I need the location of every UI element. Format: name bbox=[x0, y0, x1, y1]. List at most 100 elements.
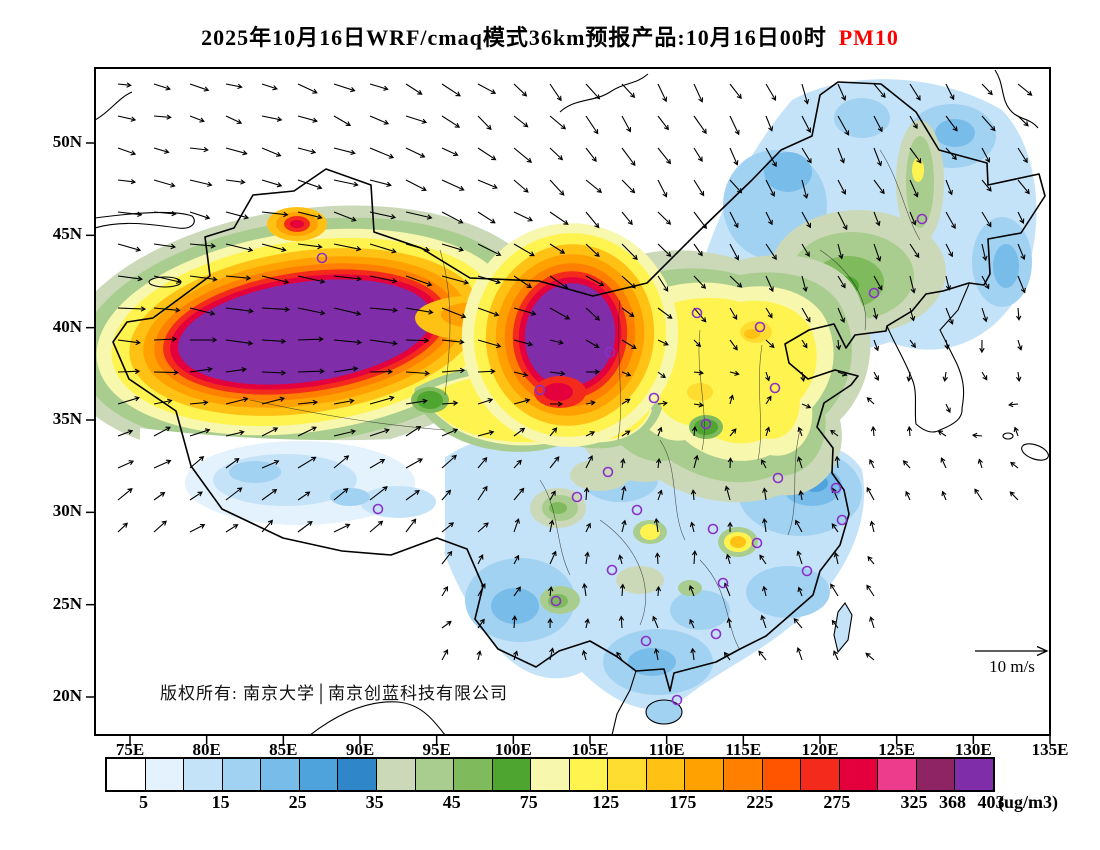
colorbar-tick-label: 225 bbox=[746, 792, 774, 812]
station-marker bbox=[772, 472, 784, 484]
station-marker bbox=[916, 213, 928, 225]
x-tick-label: 100E bbox=[494, 740, 532, 759]
station-marker bbox=[606, 564, 618, 576]
x-tick-label: 105E bbox=[571, 740, 609, 759]
station-markers bbox=[316, 213, 928, 706]
station-marker bbox=[751, 537, 763, 549]
map-interior bbox=[95, 69, 1049, 735]
station-marker bbox=[602, 466, 614, 478]
colorbar-cell bbox=[299, 759, 339, 790]
wind-vectors bbox=[117, 82, 1033, 661]
colorbar-cell bbox=[646, 759, 686, 790]
y-tick-label: 50N bbox=[52, 132, 82, 151]
colorbar-cell bbox=[724, 759, 763, 790]
colorbar-tick-label: 125 bbox=[592, 792, 620, 812]
tianshan-spot bbox=[267, 207, 327, 241]
x-tick-label: 135E bbox=[1031, 740, 1069, 759]
colorbar-cell bbox=[762, 759, 802, 790]
station-marker bbox=[868, 287, 880, 299]
colorbar-cell bbox=[261, 759, 300, 790]
alxa-dust-system bbox=[461, 223, 679, 447]
x-tick-label: 80E bbox=[192, 740, 221, 759]
station-marker bbox=[372, 503, 384, 515]
x-tick-label: 115E bbox=[725, 740, 762, 759]
colorbar-tick-label: 45 bbox=[442, 792, 461, 812]
x-tick-label: 95E bbox=[422, 740, 451, 759]
colorbar-tick-label: 368 bbox=[938, 792, 966, 812]
station-marker bbox=[700, 418, 712, 430]
colorbar-cell bbox=[222, 759, 262, 790]
copyright-text: 版权所有: 南京大学│南京创蓝科技有限公司 bbox=[160, 684, 509, 703]
colorbar-tick-label: 15 bbox=[211, 792, 230, 812]
x-tick-label: 130E bbox=[954, 740, 992, 759]
colorbar-tick-label: 275 bbox=[823, 792, 851, 812]
station-marker bbox=[754, 321, 766, 333]
y-tick-label: 20N bbox=[52, 686, 82, 705]
colorbar bbox=[105, 757, 995, 792]
station-marker bbox=[631, 504, 643, 516]
station-marker bbox=[640, 635, 652, 647]
colorbar-cell bbox=[338, 759, 377, 790]
colorbar-tick-label: 25 bbox=[288, 792, 307, 812]
colorbar-tick-label: 175 bbox=[669, 792, 697, 812]
colorbar-cell bbox=[955, 759, 993, 790]
taiwan-island bbox=[833, 602, 853, 654]
y-tick-label: 40N bbox=[52, 316, 82, 336]
colorbar-tick-label: 35 bbox=[365, 792, 384, 812]
station-marker bbox=[801, 565, 813, 577]
colorbar-tick-label: 325 bbox=[900, 792, 928, 812]
colorbar-cell bbox=[839, 759, 879, 790]
station-marker bbox=[648, 392, 660, 404]
x-tick-label: 125E bbox=[878, 740, 916, 759]
colorbar-cell bbox=[145, 759, 185, 790]
colorbar-cell bbox=[608, 759, 647, 790]
wind-arrow-field bbox=[117, 82, 1033, 661]
colorbar-cell bbox=[415, 759, 455, 790]
colorbar-tick-label: 75 bbox=[519, 792, 538, 812]
x-tick-label: 110E bbox=[648, 740, 685, 759]
hainan-island bbox=[645, 699, 683, 725]
station-marker bbox=[710, 628, 722, 640]
province-borders bbox=[249, 149, 921, 651]
colorbar-cell bbox=[376, 759, 416, 790]
station-marker bbox=[604, 346, 616, 358]
station-marker bbox=[571, 491, 583, 503]
colorbar-cell bbox=[107, 759, 146, 790]
station-marker bbox=[550, 595, 562, 607]
y-tick-label: 35N bbox=[52, 409, 82, 428]
colorbar-cell bbox=[454, 759, 493, 790]
colorbar-cell bbox=[878, 759, 917, 790]
x-tick-label: 85E bbox=[269, 740, 298, 759]
axis-ticks bbox=[86, 142, 1051, 744]
colorbar-unit: (ug/m3) bbox=[998, 792, 1058, 812]
wind-reference-label: 10 m/s bbox=[989, 657, 1035, 676]
map-frame bbox=[94, 67, 1051, 736]
pollutant-label: PM10 bbox=[838, 25, 899, 50]
x-tick-label: 90E bbox=[345, 740, 375, 759]
x-tick-label: 120E bbox=[801, 740, 839, 759]
tibet-clean-area bbox=[140, 428, 445, 552]
wind-reference-arrow bbox=[975, 645, 1049, 657]
station-marker bbox=[707, 523, 719, 535]
station-marker bbox=[836, 514, 848, 526]
title-text: 2025年10月16日WRF/cmaq模式36km预报产品:10月16日00时 bbox=[201, 25, 827, 50]
station-marker bbox=[691, 307, 703, 319]
colorbar-cell bbox=[184, 759, 223, 790]
station-marker bbox=[316, 252, 328, 264]
colorbar-cell bbox=[685, 759, 724, 790]
y-tick-label: 45N bbox=[52, 224, 82, 244]
colorbar-cell bbox=[916, 759, 956, 790]
x-tick-label: 75E bbox=[115, 740, 145, 759]
station-marker bbox=[830, 482, 842, 494]
station-marker bbox=[671, 694, 683, 706]
coastlines bbox=[95, 69, 1049, 735]
colorbar-cell bbox=[531, 759, 570, 790]
y-tick-label: 30N bbox=[52, 501, 82, 521]
colorbar-tick-label: 403 bbox=[977, 792, 1005, 812]
station-marker bbox=[769, 382, 781, 394]
colorbar-cell bbox=[492, 759, 532, 790]
y-tick-label: 25N bbox=[52, 593, 82, 613]
page-title: 2025年10月16日WRF/cmaq模式36km预报产品:10月16日00时 P… bbox=[0, 20, 1100, 52]
